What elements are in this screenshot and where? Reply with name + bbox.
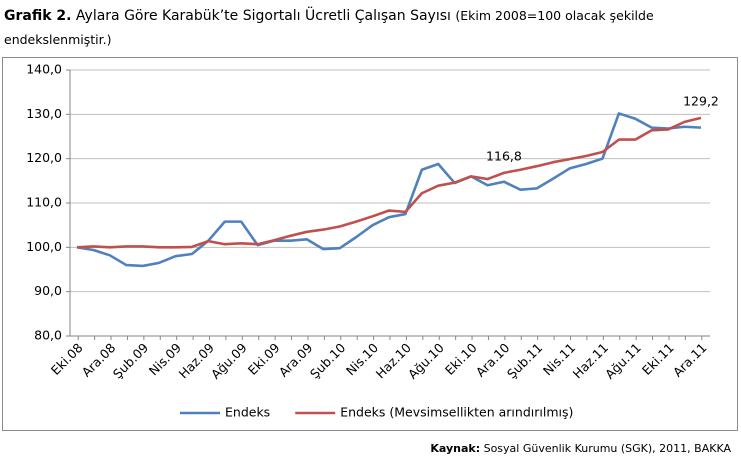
legend-label: Endeks: [225, 405, 270, 420]
y-tick-label: 130,0: [26, 106, 62, 121]
y-tick-label: 140,0: [26, 62, 62, 77]
x-tick-label: Eki.11: [639, 340, 677, 378]
data-label: 116,8: [486, 148, 522, 163]
y-tick-label: 80,0: [34, 328, 62, 343]
x-tick-label: Ağu.11: [602, 340, 644, 382]
chart-subtitle: (Ekim 2008=100 olacak şekilde endekslenm…: [4, 8, 654, 47]
title-block: Grafik 2. Aylara Göre Karabük’te Sigorta…: [4, 4, 734, 52]
title-label: Grafik 2.: [4, 8, 72, 24]
series-line: [76, 116, 702, 249]
y-tick-label: 100,0: [26, 239, 62, 254]
x-tick-label: Ara.11: [670, 340, 710, 380]
y-tick-label: 120,0: [26, 150, 62, 165]
y-tick-label: 110,0: [26, 195, 62, 210]
source-label: Kaynak:: [430, 442, 481, 455]
source: Kaynak: Sosyal Güvenlik Kurumu (SGK), 20…: [430, 442, 731, 455]
chart-title: Aylara Göre Karabük’te Sigortalı Ücretli…: [75, 8, 451, 24]
series-line: [76, 112, 702, 268]
x-tick-label: Ağu.10: [405, 340, 447, 382]
x-tick-label: Şub.11: [504, 340, 545, 381]
y-tick-label: 90,0: [34, 283, 62, 298]
data-label: 129,2: [683, 93, 719, 108]
x-tick-label: Ağu.09: [208, 340, 250, 382]
legend-label: Endeks (Mevsimsellikten arındırılmış): [340, 405, 573, 420]
x-tick-label: Eki.10: [442, 340, 480, 378]
chart-frame: [2, 57, 738, 431]
x-tick-label: Şub.10: [307, 340, 349, 382]
x-tick-label: Şub.09: [110, 340, 152, 382]
source-text: Sosyal Güvenlik Kurumu (SGK), 2011, BAKK…: [483, 442, 731, 455]
x-tick-label: Eki.09: [245, 340, 283, 378]
x-tick-label: Eki.08: [48, 340, 86, 378]
